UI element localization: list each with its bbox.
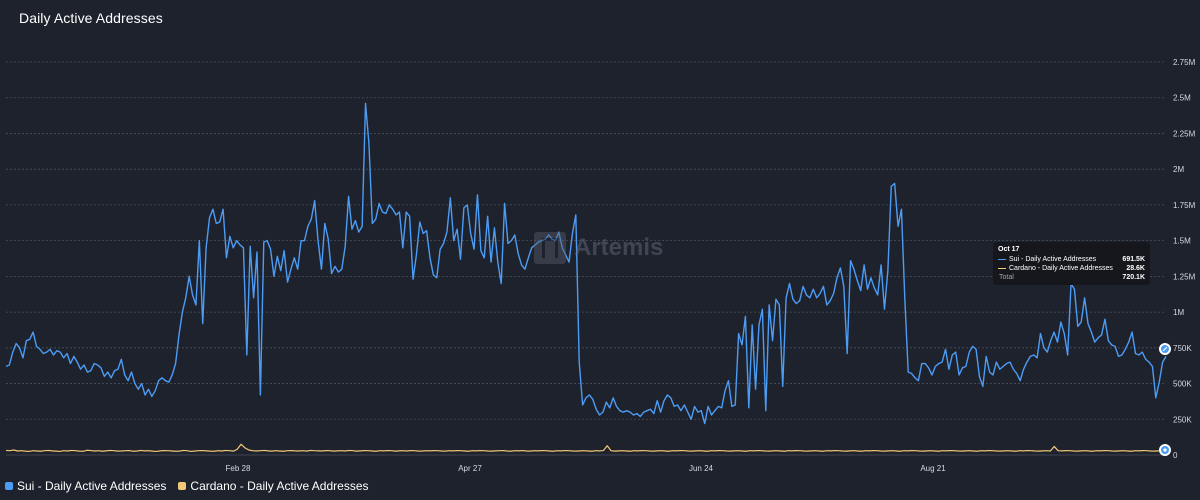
y-tick-label: 2M bbox=[1173, 165, 1184, 174]
sui-series-line[interactable] bbox=[5, 102, 1167, 425]
x-tick-label: Feb 28 bbox=[226, 464, 251, 473]
hover-tooltip: Oct 17 Sui - Daily Active Addresses 691.… bbox=[993, 242, 1150, 285]
cardano-line-icon bbox=[998, 267, 1006, 270]
artemis-watermark: Artemis bbox=[534, 232, 663, 264]
y-tick-label: 1M bbox=[1173, 308, 1184, 317]
watermark-text: Artemis bbox=[574, 234, 664, 261]
y-tick-label: 1.25M bbox=[1173, 272, 1196, 281]
y-tick-label: 2.5M bbox=[1173, 94, 1191, 103]
legend-item-sui[interactable]: Sui - Daily Active Addresses bbox=[5, 479, 166, 493]
y-tick-label: 500K bbox=[1173, 380, 1192, 389]
x-tick-label: Apr 27 bbox=[458, 464, 482, 473]
y-axis-ticks: 0 250K 500K 750K 1M 1.25M 1.5M 1.75M 2M 2.25M 2.5M… bbox=[1173, 58, 1196, 460]
tooltip-series-name: Cardano - Daily Active Addresses bbox=[1009, 265, 1113, 272]
cardano-end-marker-icon[interactable] bbox=[1159, 444, 1171, 456]
tooltip-series-value: 691.5K bbox=[1122, 256, 1145, 263]
tooltip-total-value: 720.1K bbox=[1122, 274, 1145, 281]
x-tick-label: Jun 24 bbox=[689, 464, 714, 473]
page-title: Daily Active Addresses bbox=[19, 10, 163, 26]
y-tick-label: 750K bbox=[1173, 344, 1192, 353]
tooltip-row-cardano: Cardano - Daily Active Addresses 28.6K bbox=[998, 264, 1145, 273]
artemis-logo-icon bbox=[534, 232, 566, 264]
cardano-swatch-icon bbox=[178, 482, 187, 490]
legend-label: Cardano - Daily Active Addresses bbox=[190, 479, 369, 493]
y-tick-label: 0 bbox=[1173, 451, 1178, 460]
legend-item-cardano[interactable]: Cardano - Daily Active Addresses bbox=[178, 479, 369, 493]
y-tick-label: 1.5M bbox=[1173, 237, 1191, 246]
series-lines bbox=[5, 102, 1167, 453]
y-tick-label: 250K bbox=[1173, 415, 1192, 424]
cardano-series-line[interactable] bbox=[5, 443, 1167, 453]
x-axis-ticks: Feb 28 Apr 27 Jun 24 Aug 21 bbox=[226, 464, 947, 473]
x-tick-label: Aug 21 bbox=[920, 464, 946, 473]
tooltip-total-label: Total bbox=[999, 274, 1014, 281]
sui-swatch-icon bbox=[5, 482, 13, 490]
tooltip-row-sui: Sui - Daily Active Addresses 691.5K bbox=[998, 255, 1145, 264]
tooltip-series-name: Sui - Daily Active Addresses bbox=[1009, 256, 1097, 263]
y-tick-label: 1.75M bbox=[1173, 201, 1196, 210]
y-tick-label: 2.25M bbox=[1173, 129, 1196, 138]
sui-line-icon bbox=[998, 258, 1006, 261]
chart-legend: Sui - Daily Active Addresses Cardano - D… bbox=[5, 479, 381, 493]
legend-label: Sui - Daily Active Addresses bbox=[17, 479, 167, 493]
sui-end-marker-icon[interactable] bbox=[1159, 343, 1171, 355]
y-tick-label: 2.75M bbox=[1173, 58, 1196, 67]
tooltip-row-total: Total 720.1K bbox=[998, 273, 1145, 282]
tooltip-date: Oct 17 bbox=[998, 246, 1020, 253]
tooltip-series-value: 28.6K bbox=[1126, 265, 1145, 272]
